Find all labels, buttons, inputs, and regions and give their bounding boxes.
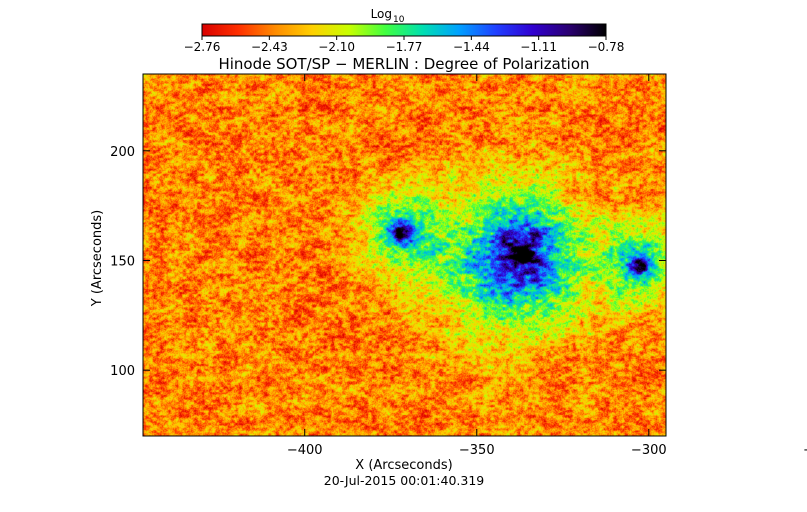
- colorbar-title-subscript: 10: [393, 15, 405, 25]
- y-axis-label: Y (Arcseconds): [90, 210, 105, 307]
- colorbar-tick-label: −1.77: [386, 40, 423, 54]
- colorbar-ticks: −2.76 −2.43 −2.10 −1.77 −1.44 −1.11 −0.78: [184, 36, 625, 54]
- colorbar-tick-label: −1.44: [453, 40, 490, 54]
- x-tick-label: −250: [803, 443, 807, 458]
- timestamp: 20-Jul-2015 00:01:40.319: [324, 473, 485, 488]
- x-tick-label: −350: [459, 443, 495, 458]
- y-tick-label: 100: [110, 364, 135, 379]
- colorbar: [201, 23, 607, 37]
- y-tick-label: 150: [110, 254, 135, 269]
- y-tick-label: 200: [110, 145, 135, 160]
- y-axis: 100 150 200: [110, 145, 666, 379]
- colorbar-tick-label: −2.10: [318, 40, 355, 54]
- heatmap-image: [143, 74, 666, 436]
- chart-title: Hinode SOT/SP − MERLIN : Degree of Polar…: [218, 55, 589, 73]
- x-tick-label: −300: [631, 443, 667, 458]
- colorbar-title: Log: [371, 7, 392, 21]
- plot-area: [142, 73, 667, 437]
- x-axis: −400 −350 −300 −250: [287, 74, 807, 458]
- plot-frame: [142, 73, 667, 437]
- colorbar-tick-label: −2.43: [251, 40, 288, 54]
- x-axis-label: X (Arcseconds): [355, 458, 452, 473]
- colorbar-tick-label: −2.76: [184, 40, 221, 54]
- colorbar-tick-label: −1.11: [520, 40, 557, 54]
- colorbar-tick-label: −0.78: [588, 40, 625, 54]
- x-tick-label: −400: [287, 443, 323, 458]
